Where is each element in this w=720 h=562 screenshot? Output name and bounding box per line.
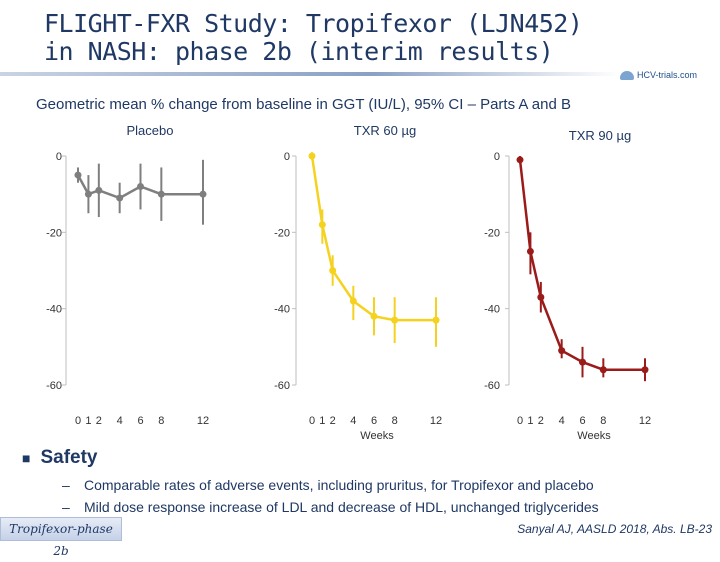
data-point xyxy=(641,366,649,374)
x-tick-label: 0 xyxy=(309,415,315,427)
data-point xyxy=(391,316,399,324)
hcv-trials-logo: HCV-trials.com xyxy=(620,70,698,81)
title-line-2: in NASH: phase 2b (interim results) xyxy=(44,37,554,66)
y-tick-label: -20 xyxy=(46,227,62,239)
data-point xyxy=(526,247,534,255)
x-tick-label: 0 xyxy=(517,415,523,427)
safety-item-text: Comparable rates of adverse events, incl… xyxy=(84,477,594,493)
data-point xyxy=(116,194,124,202)
x-tick-label: 1 xyxy=(527,415,533,427)
citation: Sanyal AJ, AASLD 2018, Abs. LB-23 xyxy=(517,522,712,536)
data-point xyxy=(318,221,326,229)
x-tick-label: 0 xyxy=(75,415,81,427)
data-point xyxy=(432,316,440,324)
data-point xyxy=(308,152,316,160)
y-tick-label: -20 xyxy=(274,227,290,239)
safety-item: – Comparable rates of adverse events, inc… xyxy=(62,477,594,493)
safety-heading: ■ Safety xyxy=(22,447,98,469)
data-point xyxy=(199,190,207,198)
y-tick-label: -60 xyxy=(46,380,62,392)
chart-title: TXR 60 µg xyxy=(354,123,416,138)
x-tick-label: 4 xyxy=(559,415,565,427)
chart-subtitle: Geometric mean % change from baseline in… xyxy=(36,96,571,113)
x-tick-label: 12 xyxy=(639,415,651,427)
series-line xyxy=(518,159,645,371)
x-tick-label: 4 xyxy=(350,415,356,427)
x-tick-label: 2 xyxy=(330,415,336,427)
x-tick-label: 2 xyxy=(96,415,102,427)
safety-item: – Mild dose response increase of LDL and … xyxy=(62,499,599,515)
data-point xyxy=(329,267,337,274)
safety-list: – Comparable rates of adverse events, inc… xyxy=(62,474,599,518)
data-point xyxy=(599,366,607,374)
x-tick-label: 12 xyxy=(197,415,209,427)
data-point xyxy=(95,186,103,194)
data-point xyxy=(74,171,82,179)
data-point xyxy=(537,293,545,301)
x-tick-label: 4 xyxy=(117,415,123,427)
y-tick-label: -60 xyxy=(484,380,500,392)
y-tick-label: -40 xyxy=(484,304,500,316)
x-tick-label: 1 xyxy=(319,415,325,427)
x-tick-label: 2 xyxy=(538,415,544,427)
chart-title: Placebo xyxy=(127,123,174,138)
y-tick-label: 0 xyxy=(284,151,290,163)
data-point xyxy=(84,190,92,198)
square-bullet-icon: ■ xyxy=(22,450,31,466)
safety-item-text: Mild dose response increase of LDL and d… xyxy=(84,499,599,515)
data-point xyxy=(137,183,144,191)
x-tick-label: 12 xyxy=(430,415,442,427)
x-tick-label: 8 xyxy=(158,415,164,427)
y-tick-label: -40 xyxy=(46,304,62,316)
logo-text: HCV-trials.com xyxy=(637,70,698,80)
y-tick-label: 0 xyxy=(56,151,62,163)
data-point xyxy=(558,347,566,355)
x-tick-label: 8 xyxy=(392,415,398,427)
x-axis-label: Weeks xyxy=(577,430,611,440)
safety-heading-text: Safety xyxy=(40,447,98,468)
data-point xyxy=(157,190,165,198)
data-point xyxy=(370,312,378,320)
x-tick-label: 6 xyxy=(579,415,585,427)
x-tick-label: 8 xyxy=(600,415,606,427)
y-tick-label: -20 xyxy=(484,227,500,239)
x-tick-label: 6 xyxy=(137,415,143,427)
data-point xyxy=(516,156,524,164)
y-tick-label: -40 xyxy=(274,304,290,316)
title-line-1: FLIGHT-FXR Study: Tropifexor (LJN452) xyxy=(44,9,583,38)
chart-title: TXR 90 µg xyxy=(569,128,631,143)
series-line xyxy=(310,155,436,322)
logo-mark-icon xyxy=(620,71,634,81)
y-tick-label: 0 xyxy=(494,151,500,163)
x-tick-label: 6 xyxy=(371,415,377,427)
slide-title: FLIGHT-FXR Study: Tropifexor (LJN452) in… xyxy=(44,10,644,66)
title-divider xyxy=(0,72,620,76)
y-tick-label: -60 xyxy=(274,380,290,392)
x-axis-label: Weeks xyxy=(360,430,394,440)
x-tick-label: 1 xyxy=(85,415,91,427)
data-point xyxy=(349,297,357,305)
data-point xyxy=(579,358,586,366)
footer-tag: Tropifexor-phase 2b xyxy=(0,517,122,558)
